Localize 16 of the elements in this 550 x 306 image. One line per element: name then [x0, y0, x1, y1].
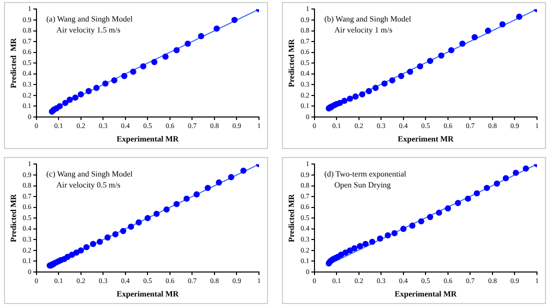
annotation: (a) Wang and Singh Model	[46, 14, 134, 24]
x-axis-title: Experiment MR	[398, 134, 454, 144]
x-axis-title: Experimental MR	[116, 289, 179, 298]
annotation: (c) Wang and Singh Model	[46, 169, 134, 178]
annotation: Air velocity 0.5 m/s	[56, 180, 120, 190]
x-axis-title: Experimental MR	[394, 289, 457, 298]
y-axis-title: Predicted MR	[286, 38, 296, 88]
annotation: (d) Two-term exponential	[324, 169, 408, 178]
y-axis-title: Predicted MR	[286, 194, 296, 242]
annotation: Air velocity 1.5 m/s	[56, 25, 120, 34]
x-axis-title: Experimental MR	[116, 134, 179, 144]
annotation: Open Sun Drying	[334, 180, 391, 190]
annotation: (b) Wang and Singh Model	[324, 14, 412, 24]
y-axis-title: Predicted MR	[8, 194, 18, 242]
y-axis-title: Predicted MR	[8, 38, 18, 88]
annotation: Air velocity 1 m/s	[334, 25, 392, 34]
